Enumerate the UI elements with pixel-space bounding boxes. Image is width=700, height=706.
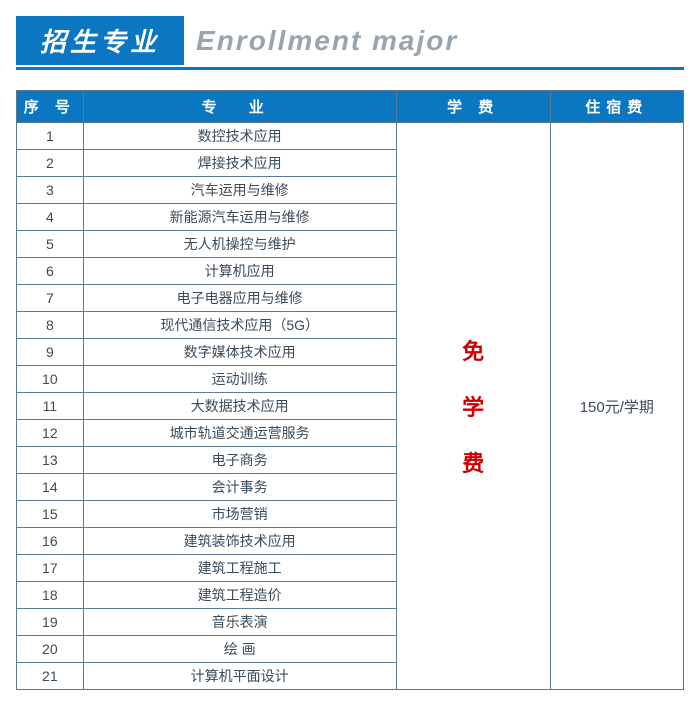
table-row: 1数控技术应用免学费150元/学期 <box>17 123 684 150</box>
cell-major: 电子电器应用与维修 <box>83 285 396 312</box>
cell-num: 6 <box>17 258 84 285</box>
cell-num: 16 <box>17 528 84 555</box>
cell-num: 18 <box>17 582 84 609</box>
cell-num: 19 <box>17 609 84 636</box>
cell-major: 城市轨道交通运营服务 <box>83 420 396 447</box>
title-chinese: 招生专业 <box>16 16 184 65</box>
cell-num: 3 <box>17 177 84 204</box>
cell-major: 电子商务 <box>83 447 396 474</box>
cell-major: 数字媒体技术应用 <box>83 339 396 366</box>
cell-num: 17 <box>17 555 84 582</box>
table-body: 1数控技术应用免学费150元/学期2焊接技术应用3汽车运用与维修4新能源汽车运用… <box>17 123 684 690</box>
cell-major: 建筑工程造价 <box>83 582 396 609</box>
cell-major: 计算机平面设计 <box>83 663 396 690</box>
cell-major: 汽车运用与维修 <box>83 177 396 204</box>
cell-tuition: 免学费 <box>396 123 550 690</box>
table-header-row: 序 号 专 业 学 费 住宿费 <box>17 91 684 123</box>
th-major: 专 业 <box>83 91 396 123</box>
cell-num: 5 <box>17 231 84 258</box>
cell-num: 2 <box>17 150 84 177</box>
tuition-char: 免 <box>462 334 484 366</box>
th-room: 住宿费 <box>550 91 683 123</box>
cell-num: 15 <box>17 501 84 528</box>
cell-major: 音乐表演 <box>83 609 396 636</box>
title-english: Enrollment major <box>196 25 458 57</box>
divider-line <box>16 67 684 70</box>
enrollment-table: 序 号 专 业 学 费 住宿费 1数控技术应用免学费150元/学期2焊接技术应用… <box>16 90 684 690</box>
cell-room-fee: 150元/学期 <box>550 123 683 690</box>
cell-num: 12 <box>17 420 84 447</box>
cell-major: 建筑工程施工 <box>83 555 396 582</box>
cell-num: 13 <box>17 447 84 474</box>
cell-num: 11 <box>17 393 84 420</box>
cell-major: 运动训练 <box>83 366 396 393</box>
cell-major: 数控技术应用 <box>83 123 396 150</box>
title-row: 招生专业 Enrollment major <box>16 16 684 65</box>
cell-major: 建筑装饰技术应用 <box>83 528 396 555</box>
header-section: 招生专业 Enrollment major <box>16 16 684 70</box>
cell-major: 现代通信技术应用（5G） <box>83 312 396 339</box>
cell-num: 9 <box>17 339 84 366</box>
cell-num: 4 <box>17 204 84 231</box>
cell-major: 计算机应用 <box>83 258 396 285</box>
cell-num: 8 <box>17 312 84 339</box>
cell-num: 20 <box>17 636 84 663</box>
cell-major: 市场营销 <box>83 501 396 528</box>
th-num: 序 号 <box>17 91 84 123</box>
cell-major: 无人机操控与维护 <box>83 231 396 258</box>
cell-major: 绘 画 <box>83 636 396 663</box>
cell-num: 10 <box>17 366 84 393</box>
cell-major: 会计事务 <box>83 474 396 501</box>
cell-major: 大数据技术应用 <box>83 393 396 420</box>
tuition-char: 费 <box>462 446 484 478</box>
cell-num: 14 <box>17 474 84 501</box>
th-fee: 学 费 <box>396 91 550 123</box>
cell-major: 焊接技术应用 <box>83 150 396 177</box>
cell-major: 新能源汽车运用与维修 <box>83 204 396 231</box>
cell-num: 7 <box>17 285 84 312</box>
tuition-char: 学 <box>462 390 484 422</box>
cell-num: 21 <box>17 663 84 690</box>
cell-num: 1 <box>17 123 84 150</box>
